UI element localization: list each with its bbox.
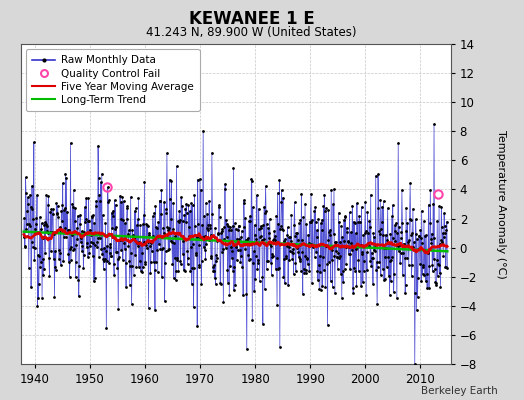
Text: Berkeley Earth: Berkeley Earth (421, 386, 498, 396)
Y-axis label: Temperature Anomaly (°C): Temperature Anomaly (°C) (496, 130, 507, 278)
Legend: Raw Monthly Data, Quality Control Fail, Five Year Moving Average, Long-Term Tren: Raw Monthly Data, Quality Control Fail, … (26, 49, 200, 111)
Text: KEWANEE 1 E: KEWANEE 1 E (189, 10, 314, 28)
Text: 41.243 N, 89.900 W (United States): 41.243 N, 89.900 W (United States) (146, 26, 357, 39)
